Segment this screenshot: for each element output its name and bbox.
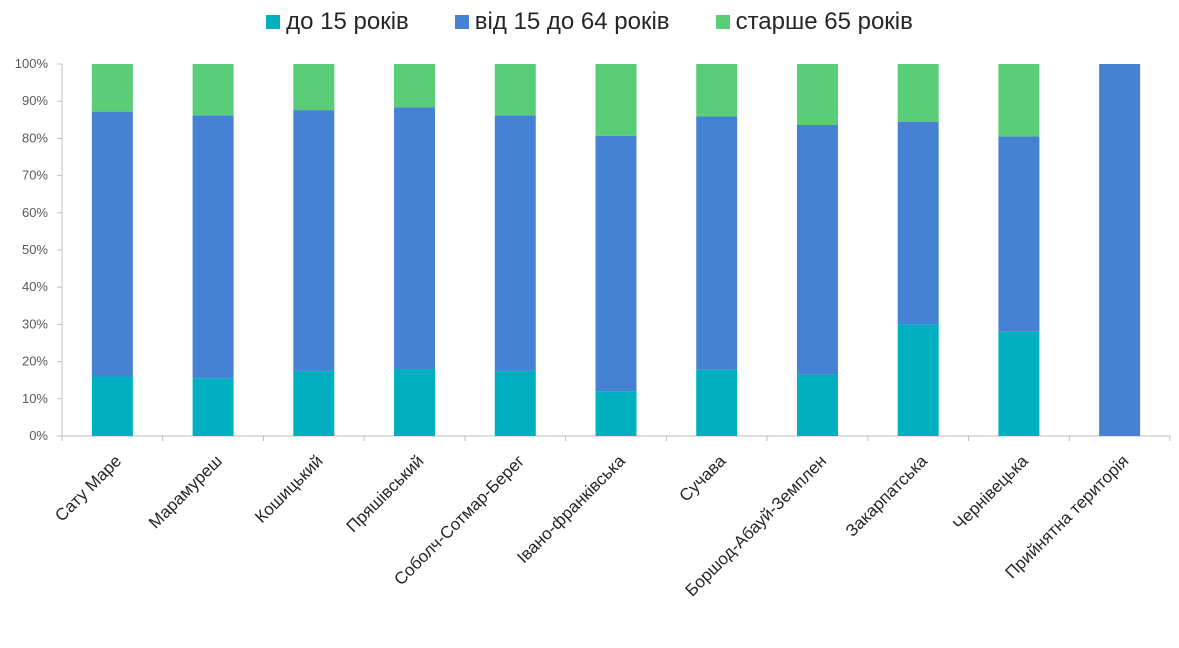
bar-segment [998,64,1040,137]
legend-swatch-over-65 [715,15,730,29]
x-category-label: Кошицький [251,451,326,526]
bar-segment [394,107,436,370]
y-tick-label: 80% [22,130,48,145]
bar-segment [192,64,234,116]
bar-segment [1099,64,1141,436]
bar-segment [91,64,133,112]
bar-segment [897,121,939,325]
y-tick-label: 90% [22,93,48,108]
x-category-label: Івано-франківська [513,451,629,567]
bar-segment [897,324,939,436]
bar-segment [293,110,335,371]
bar-segment [998,136,1040,332]
y-tick-label: 60% [22,205,48,220]
bar-segment [394,64,436,108]
legend-item-under-15: до 15 років [266,8,409,36]
legend-label-under-15: до 15 років [286,8,409,35]
y-tick-label: 10% [22,391,48,406]
bar-segment [796,125,838,375]
bar-segment [494,115,536,371]
y-tick-label: 30% [22,316,48,331]
x-category-label: Марамуреш [145,451,226,532]
x-category-label: Пряшівський [343,451,428,536]
bar-segment [998,331,1040,436]
bar-segment [696,369,738,436]
bar-segment [696,64,738,117]
bar-segment [897,64,939,122]
y-tick-label: 20% [22,354,48,369]
legend-item-15-64: від 15 до 64 років [454,8,670,36]
bar-segment [595,64,637,136]
x-category-label: Чернівецька [949,451,1032,534]
bar-segment [595,391,637,436]
bar-segment [796,374,838,436]
x-category-label: Сучава [676,451,730,505]
bar-segment [91,111,133,377]
bar-segment [91,376,133,436]
bar-segment [293,370,335,436]
x-category-label: Закарпатська [842,451,931,540]
y-tick-label: 40% [22,279,48,294]
legend-label-over-65: старше 65 років [735,8,913,35]
x-category-label: Сату Маре [51,451,125,525]
y-tick-label: 100% [15,56,49,71]
bar-segment [192,378,234,436]
bar-segment [494,64,536,116]
y-tick-label: 0% [29,428,48,443]
chart-legend: до 15 років від 15 до 64 років старше 65… [0,8,1179,36]
bar-segment [796,64,838,126]
y-tick-label: 70% [22,168,48,183]
bar-segment [293,64,335,111]
legend-swatch-15-64 [454,15,469,29]
bar-segment [595,135,637,392]
bar-segment [192,115,234,379]
bar-segment [696,116,738,370]
legend-swatch-under-15 [266,15,281,29]
bar-segment [394,369,436,436]
y-tick-label: 50% [22,242,48,257]
bar-segment [494,370,536,436]
legend-label-15-64: від 15 до 64 років [474,8,670,35]
legend-item-over-65: старше 65 років [715,8,913,36]
